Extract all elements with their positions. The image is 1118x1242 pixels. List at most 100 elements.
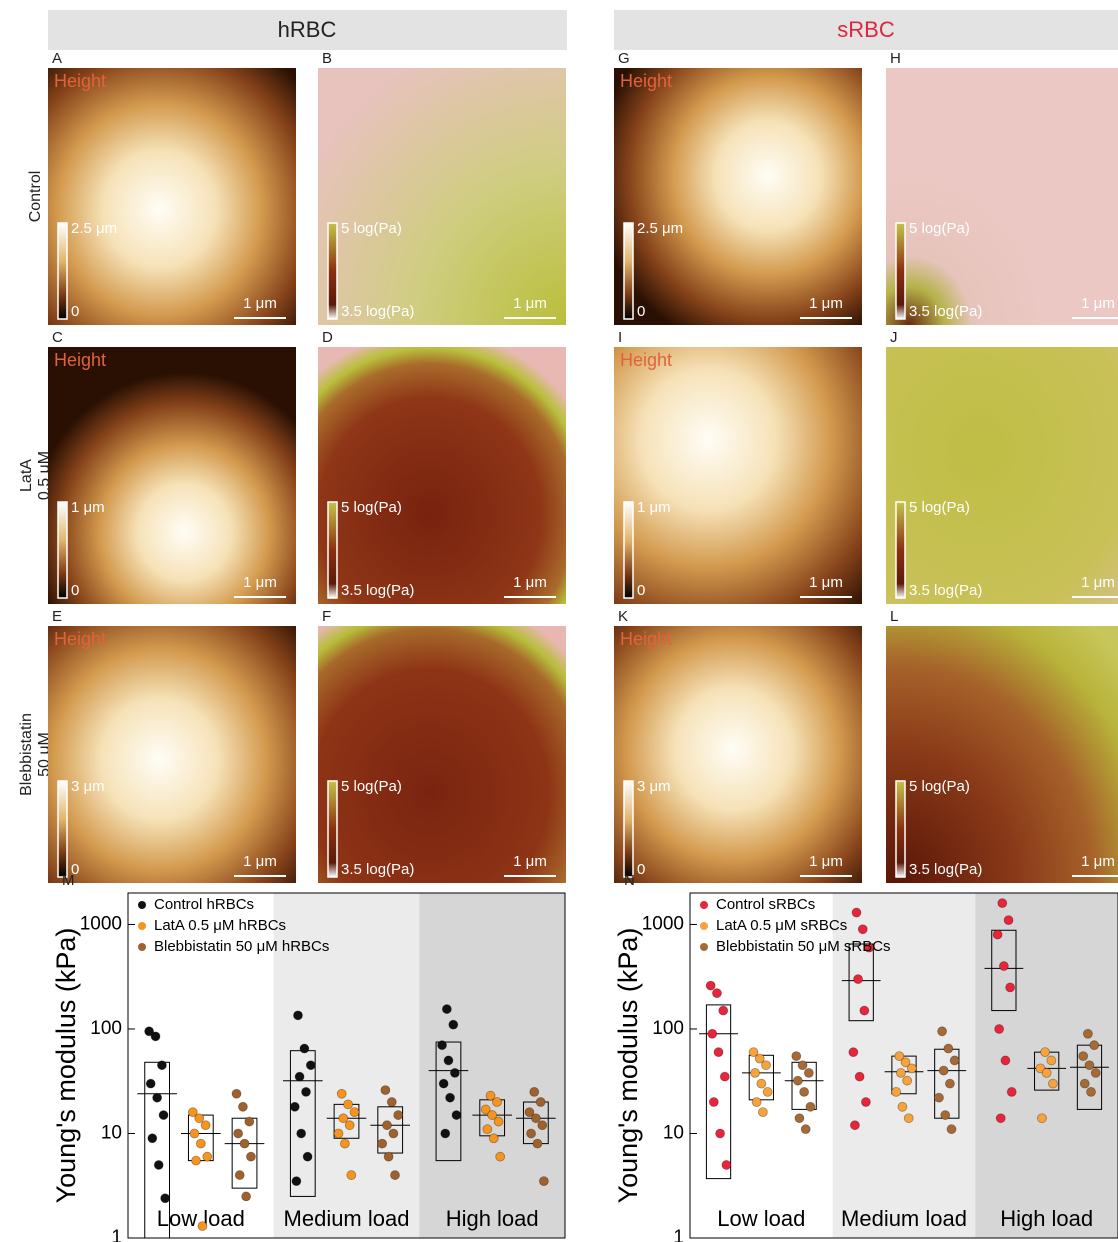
- data-point: [798, 1061, 807, 1070]
- y-tick-label: 1: [673, 1227, 684, 1242]
- category-label: Low load: [717, 1206, 805, 1231]
- colorbar-max: 5 log(Pa): [909, 499, 970, 516]
- data-point: [290, 1102, 299, 1111]
- colorbar-min: 3.5 log(Pa): [909, 861, 982, 878]
- data-point: [1083, 1029, 1092, 1038]
- data-point: [238, 1102, 247, 1111]
- data-point: [939, 1066, 948, 1075]
- data-point: [302, 1087, 311, 1096]
- data-point: [995, 1024, 1004, 1033]
- colorbar: [58, 502, 67, 598]
- data-point: [339, 1114, 348, 1123]
- data-point: [1079, 1052, 1088, 1061]
- data-point: [235, 1171, 244, 1180]
- column-title: hRBC: [278, 17, 337, 42]
- data-point: [527, 1129, 536, 1138]
- channel-label: Height: [54, 350, 106, 370]
- data-point: [439, 1079, 448, 1088]
- data-point: [157, 1061, 166, 1070]
- afm-image: [318, 626, 566, 883]
- data-point: [295, 1072, 304, 1081]
- data-point: [446, 1093, 455, 1102]
- y-tick-label: 1000: [642, 913, 684, 934]
- data-point: [858, 925, 867, 934]
- legend-label: Control hRBCs: [154, 896, 254, 913]
- y-tick-label: 100: [90, 1018, 122, 1039]
- data-point: [947, 1125, 956, 1134]
- afm-image: [318, 347, 566, 604]
- afm-image: [614, 626, 862, 883]
- y-tick-label: 10: [101, 1123, 122, 1144]
- colorbar: [328, 502, 337, 598]
- data-point: [1037, 1114, 1046, 1123]
- colorbar: [328, 223, 337, 319]
- legend-marker: [700, 901, 708, 909]
- channel-label: Height: [620, 629, 672, 649]
- data-point: [159, 1111, 168, 1120]
- scale-label: 1 μm: [513, 574, 547, 591]
- data-point: [714, 1048, 723, 1057]
- data-point: [720, 1072, 729, 1081]
- chart-letter: N: [624, 872, 635, 889]
- data-point: [449, 1020, 458, 1029]
- data-point: [530, 1087, 539, 1096]
- colorbar-max: 5 log(Pa): [341, 778, 402, 795]
- colorbar-min: 0: [637, 303, 645, 320]
- panel-letter: D: [322, 329, 333, 346]
- data-point: [533, 1139, 542, 1148]
- legend-label: LatA 0.5 μM hRBCs: [154, 917, 286, 934]
- data-point: [148, 1134, 157, 1143]
- y-axis-label: Young's modulus (kPa): [51, 928, 81, 1204]
- data-point: [706, 981, 715, 990]
- data-point: [190, 1129, 199, 1138]
- legend-marker: [700, 922, 708, 930]
- panel-letter: B: [322, 50, 332, 67]
- data-point: [344, 1100, 353, 1109]
- colorbar-min: 3.5 log(Pa): [909, 582, 982, 599]
- data-point: [293, 1011, 302, 1020]
- afm-image: [318, 68, 566, 325]
- data-point: [904, 1114, 913, 1123]
- data-point: [531, 1114, 540, 1123]
- colorbar: [58, 223, 67, 319]
- data-point: [1090, 1041, 1099, 1050]
- y-tick-label: 10: [663, 1123, 684, 1144]
- data-point: [387, 1098, 396, 1107]
- data-point: [892, 1087, 901, 1096]
- data-point: [494, 1117, 503, 1126]
- data-point: [340, 1139, 349, 1148]
- data-point: [1001, 1056, 1010, 1065]
- legend-label: Blebbistatin 50 μM hRBCs: [154, 938, 329, 955]
- data-point: [539, 1177, 548, 1186]
- data-point: [907, 1064, 916, 1073]
- data-point: [536, 1098, 545, 1107]
- colorbar-min: 0: [71, 303, 79, 320]
- colorbar-max: 5 log(Pa): [341, 499, 402, 516]
- data-point: [903, 1076, 912, 1085]
- data-point: [292, 1177, 301, 1186]
- data-point: [389, 1129, 398, 1138]
- data-point: [708, 1029, 717, 1038]
- colorbar: [328, 781, 337, 877]
- afm-image: [886, 347, 1118, 604]
- data-point: [1006, 983, 1015, 992]
- data-point: [203, 1152, 212, 1161]
- data-point: [297, 1129, 306, 1138]
- y-tick-label: 100: [652, 1018, 684, 1039]
- data-point: [441, 1129, 450, 1138]
- category-label: High load: [446, 1206, 539, 1231]
- data-point: [452, 1111, 461, 1120]
- data-point: [999, 962, 1008, 971]
- data-point: [384, 1152, 393, 1161]
- legend-marker: [138, 943, 146, 951]
- data-point: [934, 1093, 943, 1102]
- afm-image: [48, 626, 296, 883]
- colorbar: [624, 223, 633, 319]
- data-point: [950, 1056, 959, 1065]
- category-label: High load: [1000, 1206, 1093, 1231]
- data-point: [381, 1086, 390, 1095]
- data-point: [1087, 1087, 1096, 1096]
- panel-letter: A: [52, 50, 62, 67]
- data-point: [752, 1098, 761, 1107]
- colorbar-max: 3 μm: [71, 778, 105, 795]
